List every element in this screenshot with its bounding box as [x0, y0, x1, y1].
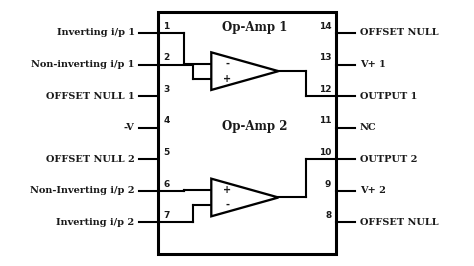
- Text: OFFSET NULL: OFFSET NULL: [360, 218, 438, 227]
- Text: OFFSET NULL 2: OFFSET NULL 2: [46, 155, 135, 164]
- Polygon shape: [211, 52, 278, 90]
- Text: 14: 14: [319, 22, 331, 31]
- Text: -V: -V: [124, 123, 135, 132]
- Text: OUTPUT 2: OUTPUT 2: [360, 155, 417, 164]
- Text: 4: 4: [163, 117, 170, 125]
- Text: OFFSET NULL: OFFSET NULL: [360, 28, 438, 38]
- Text: 9: 9: [325, 180, 331, 189]
- Text: Op-Amp 2: Op-Amp 2: [221, 120, 287, 133]
- Text: Non-Inverting i/p 2: Non-Inverting i/p 2: [30, 186, 135, 196]
- Text: +: +: [223, 185, 231, 195]
- Text: Inverting i/p 2: Inverting i/p 2: [56, 218, 135, 227]
- Text: OFFSET NULL 1: OFFSET NULL 1: [46, 92, 135, 101]
- Text: 2: 2: [163, 53, 169, 62]
- Text: -: -: [226, 59, 229, 69]
- Text: Inverting i/p 1: Inverting i/p 1: [56, 28, 135, 38]
- Text: 10: 10: [319, 148, 331, 157]
- Text: 5: 5: [163, 148, 169, 157]
- Text: NC: NC: [360, 123, 376, 132]
- Text: 13: 13: [319, 53, 331, 62]
- Text: 12: 12: [319, 85, 331, 94]
- Text: V+ 1: V+ 1: [360, 60, 386, 69]
- Text: OUTPUT 1: OUTPUT 1: [360, 92, 417, 101]
- Text: Op-Amp 1: Op-Amp 1: [221, 21, 287, 34]
- Text: Non-inverting i/p 1: Non-inverting i/p 1: [31, 60, 135, 69]
- Text: 6: 6: [163, 180, 169, 189]
- Text: V+ 2: V+ 2: [360, 186, 386, 196]
- Polygon shape: [211, 179, 278, 216]
- Text: 1: 1: [163, 22, 169, 31]
- Text: 7: 7: [163, 211, 170, 220]
- Text: 8: 8: [325, 211, 331, 220]
- Text: 3: 3: [163, 85, 169, 94]
- Bar: [158, 12, 337, 254]
- Text: -: -: [226, 200, 229, 210]
- Text: +: +: [223, 74, 231, 84]
- Text: 11: 11: [319, 117, 331, 125]
